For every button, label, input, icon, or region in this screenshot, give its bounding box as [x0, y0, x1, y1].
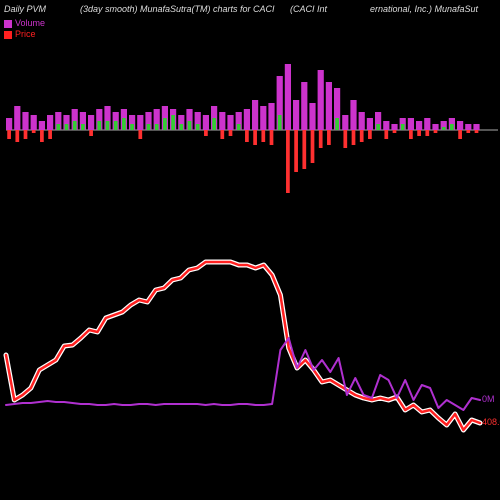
volume-end-label: 0M [482, 394, 495, 404]
price-end-label: 408.03 [482, 417, 500, 427]
lower-line-chart [0, 0, 500, 500]
chart-container: { "header": { "left": "Daily PVM", "mid"… [0, 0, 500, 500]
